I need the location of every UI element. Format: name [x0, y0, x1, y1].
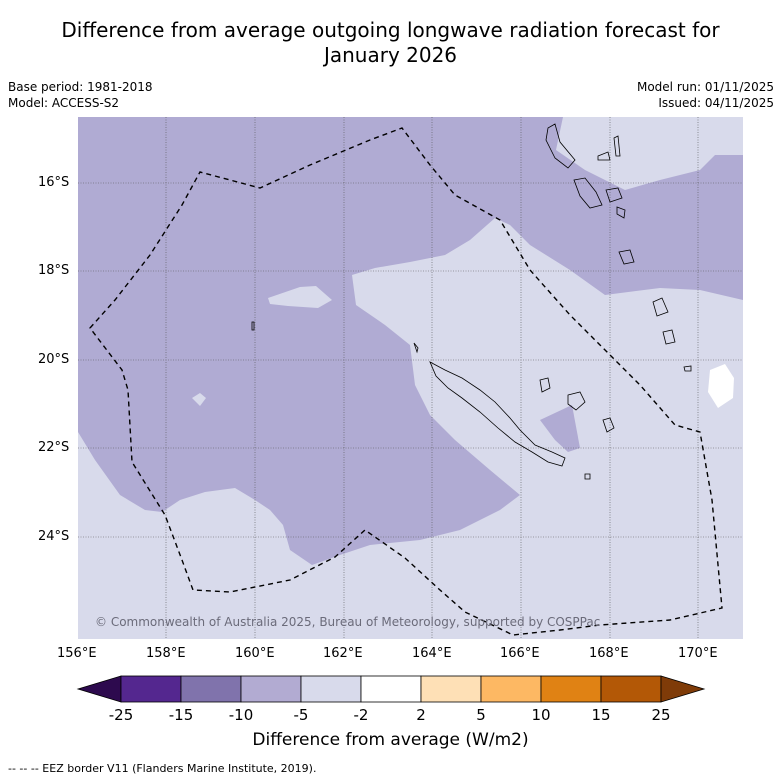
lat-label-16: 16°S — [38, 175, 70, 190]
colorbar-segment — [420, 675, 482, 703]
island-loyalty-2 — [567, 391, 586, 411]
lon-label-170: 170°E — [678, 646, 718, 661]
vanuatu-4 — [605, 187, 623, 203]
island-loyalty-3 — [602, 417, 615, 433]
colorbar-tick-label: -10 — [228, 706, 254, 724]
colorbar-segment — [480, 675, 542, 703]
lat-label-24: 24°S — [38, 529, 70, 544]
colorbar-tick-label: 25 — [651, 706, 671, 724]
lon-label-160: 160°E — [235, 646, 275, 661]
colorbar-tick-label: -15 — [168, 706, 194, 724]
island-north — [413, 342, 419, 354]
anomaly-region-west — [78, 117, 743, 565]
colorbar-tick-label: -2 — [353, 706, 369, 724]
lon-label-164: 164°E — [412, 646, 452, 661]
island-south-1 — [584, 473, 591, 480]
island-east-3 — [683, 365, 692, 372]
copyright-text: © Commonwealth of Australia 2025, Bureau… — [95, 615, 600, 629]
vanuatu-3 — [597, 151, 611, 161]
colorbar-tick-label: -25 — [108, 706, 134, 724]
colorbar-segment — [180, 675, 242, 703]
anomaly-patch-light — [268, 286, 332, 308]
gridlines — [78, 117, 743, 639]
colorbar-segment — [240, 675, 302, 703]
colorbar — [76, 675, 706, 703]
lon-label-162: 162°E — [323, 646, 363, 661]
lon-label-166: 166°E — [500, 646, 540, 661]
lon-label-158: 158°E — [146, 646, 186, 661]
colorbar-tick-label: 2 — [416, 706, 426, 724]
colorbar-title: Difference from average (W/m2) — [252, 730, 529, 750]
model-run: Model run: 01/11/2025 — [636, 80, 774, 94]
chart-title: Difference from average outgoing longwav… — [0, 18, 781, 68]
colorbar-segment — [600, 675, 662, 703]
colorbar-segment — [120, 675, 182, 703]
issued-date: Issued: 04/11/2025 — [658, 96, 774, 110]
colorbar-arrow-high — [660, 675, 706, 703]
new-caledonia — [429, 361, 566, 467]
lat-label-22: 22°S — [38, 440, 70, 455]
colorbar-arrow-low — [76, 675, 122, 703]
model-name: Model: ACCESS-S2 — [8, 96, 120, 110]
eez-border — [89, 127, 723, 636]
anomaly-patch-corner — [78, 608, 130, 639]
lon-label-168: 168°E — [589, 646, 629, 661]
island-east-1 — [652, 297, 669, 317]
title-line-1: Difference from average outgoing longwav… — [61, 18, 720, 42]
colorbar-segment — [540, 675, 602, 703]
meta-right: Model run: 01/11/2025 Issued: 04/11/2025 — [637, 79, 774, 111]
island-loyalty-1 — [539, 377, 551, 393]
vanuatu-7 — [618, 249, 635, 265]
lat-label-20: 20°S — [38, 352, 70, 367]
title-line-2: January 2026 — [323, 43, 458, 67]
colorbar-tick-label: 5 — [476, 706, 486, 724]
colorbar-segment — [360, 675, 422, 703]
vanuatu-5 — [613, 135, 621, 157]
vanuatu-2 — [573, 177, 603, 209]
colorbar-tick-label: 15 — [591, 706, 611, 724]
anomaly-patch-white — [708, 364, 734, 408]
colorbar-tick-label: -5 — [293, 706, 309, 724]
colorbar-segment — [300, 675, 362, 703]
island-west-1 — [251, 321, 255, 331]
lon-label-156: 156°E — [57, 646, 97, 661]
anomaly-patch-light-2 — [192, 393, 206, 406]
vanuatu-6 — [616, 206, 626, 219]
coastlines — [251, 123, 692, 480]
colorbar-tick-label: 10 — [531, 706, 551, 724]
lat-label-18: 18°S — [38, 263, 70, 278]
meta-left: Base period: 1981-2018 Model: ACCESS-S2 — [8, 79, 153, 111]
anomaly-patch-dark — [540, 405, 580, 452]
island-east-2 — [662, 329, 676, 345]
base-period: Base period: 1981-2018 — [8, 80, 153, 94]
vanuatu-1 — [545, 123, 576, 169]
footer-note: -- -- -- EEZ border V11 (Flanders Marine… — [8, 762, 317, 775]
